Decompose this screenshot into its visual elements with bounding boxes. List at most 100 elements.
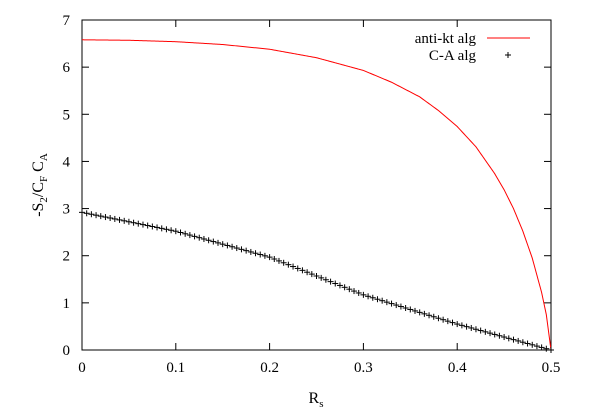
series-point-ca (271, 256, 278, 263)
series-point-ca (543, 345, 550, 352)
series-point-ca (388, 300, 395, 307)
plot-frame (81, 19, 552, 351)
series-point-ca (327, 278, 334, 285)
series-point-ca (548, 347, 554, 353)
series-point-ca (247, 248, 254, 255)
series-point-ca (233, 245, 240, 252)
series-point-ca (472, 326, 479, 333)
series-point-ca (482, 328, 489, 335)
series-layer (79, 39, 554, 353)
series-point-ca (369, 294, 376, 301)
series-point-ca (426, 312, 433, 319)
x-tick-label: 0.3 (354, 360, 373, 376)
series-point-ca (458, 322, 465, 329)
series-point-ca (304, 269, 311, 276)
series-point-ca (275, 257, 282, 264)
y-tick-label: 2 (63, 249, 71, 265)
series-point-ca (379, 297, 386, 304)
series-point-ca (158, 225, 165, 232)
series-point-ca (421, 310, 428, 317)
series-point-ca (308, 271, 315, 278)
legend-marker-swatch (505, 52, 511, 58)
y-tick-label: 1 (63, 296, 71, 312)
series-point-ca (261, 252, 268, 259)
series-point-ca (299, 267, 306, 274)
y-tick-label: 3 (63, 202, 71, 218)
series-point-ca (468, 324, 475, 331)
series-point-ca (182, 230, 189, 237)
legend-label: anti-kt alg (415, 31, 477, 47)
series-point-ca (294, 265, 301, 272)
series-point-ca (318, 274, 325, 281)
series-point-ca (215, 239, 222, 246)
series-point-ca (510, 336, 517, 343)
series-point-ca (332, 280, 339, 287)
series-point-ca (355, 289, 362, 296)
series-point-ca (515, 337, 522, 344)
x-tick-label: 0 (78, 360, 86, 376)
x-tick-label: 0.1 (166, 360, 185, 376)
series-point-ca (154, 224, 161, 231)
series-point-ca (196, 234, 203, 241)
series-point-ca (397, 303, 404, 310)
series-point-ca (402, 304, 409, 311)
y-tick-label: 7 (63, 13, 71, 29)
y-tick-label: 4 (63, 154, 71, 170)
series-point-ca (163, 226, 170, 233)
x-tick-label: 0.5 (542, 360, 561, 376)
series-point-ca (177, 229, 184, 236)
series-point-ca (322, 276, 329, 283)
x-tick-label: 0.4 (448, 360, 467, 376)
series-point-ca (266, 254, 273, 261)
series-point-ca (125, 218, 132, 225)
series-point-ca (111, 215, 118, 222)
series-point-ca (374, 296, 381, 303)
series-point-ca (83, 210, 90, 217)
series-point-ca (102, 214, 109, 221)
series-point-ca (210, 238, 217, 245)
series-point-ca (93, 212, 100, 219)
series-point-ca (107, 215, 114, 221)
series-point-ca (383, 299, 390, 306)
series-point-ca (430, 313, 437, 320)
series-point-ca (149, 223, 156, 230)
series-point-ca (252, 250, 259, 257)
series-point-ca (191, 233, 198, 240)
series-point-ca (487, 330, 494, 337)
series-point-ca (186, 232, 193, 239)
series-point-ca (519, 339, 526, 346)
legend-label: C-A alg (429, 48, 477, 64)
series-point-ca (172, 228, 179, 235)
series-point-ca (97, 213, 104, 220)
y-tick-label: 0 (63, 343, 71, 359)
series-point-ca (88, 211, 95, 218)
series-point-ca (168, 227, 175, 234)
series-point-ca (416, 309, 423, 316)
axis-ticks: 0 0.1 0.2 0.3 0.4 0.5 0 1 2 3 4 5 6 7 (63, 13, 561, 376)
series-point-ca (224, 242, 231, 249)
series-point-ca (407, 306, 414, 313)
series-point-ca (351, 288, 358, 295)
series-point-ca (533, 343, 540, 350)
series-point-ca (529, 341, 536, 348)
series-point-ca (449, 319, 456, 326)
series-point-ca (200, 235, 207, 242)
series-point-ca (463, 323, 470, 330)
series-point-ca (496, 332, 503, 339)
y-axis-label: -S2/CF CA (30, 153, 50, 217)
series-line-anti-kt (81, 39, 552, 351)
series-point-ca (524, 340, 531, 347)
series-point-ca (336, 282, 343, 289)
series-point-ca (290, 263, 297, 270)
series-point-ca (505, 335, 512, 342)
y-tick-label: 5 (63, 107, 71, 123)
series-point-ca (219, 241, 226, 248)
series-point-ca (360, 291, 367, 298)
x-tick-label: 0.2 (260, 360, 279, 376)
series-point-ca (435, 315, 442, 322)
series-point-ca (135, 220, 142, 227)
series-point-ca (205, 237, 212, 244)
series-point-ca (444, 318, 451, 325)
